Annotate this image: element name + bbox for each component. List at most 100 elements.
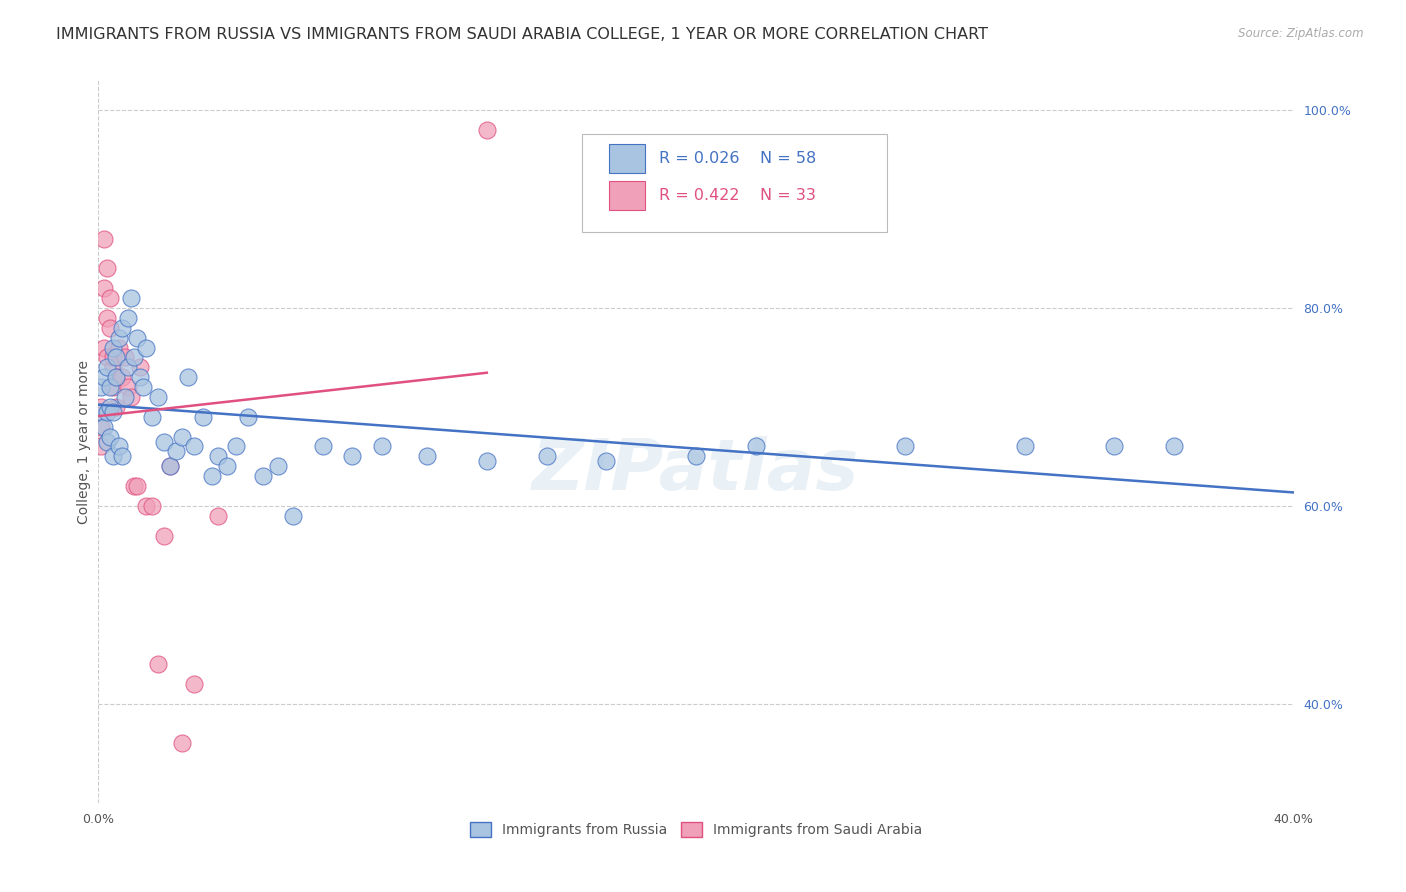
Immigrants from Russia — [103, 450, 125, 464]
Immigrants from Saudi Arabia — [90, 400, 112, 414]
Immigrants from Saudi Arabia — [96, 310, 118, 325]
Immigrants from Russia — [111, 450, 134, 464]
Immigrants from Russia — [1014, 440, 1036, 454]
Immigrants from Russia — [120, 291, 142, 305]
Immigrants from Russia — [103, 341, 125, 355]
Immigrants from Russia — [105, 370, 128, 384]
Immigrants from Russia — [159, 459, 181, 474]
Immigrants from Saudi Arabia — [172, 736, 194, 750]
Text: IMMIGRANTS FROM RUSSIA VS IMMIGRANTS FROM SAUDI ARABIA COLLEGE, 1 YEAR OR MORE C: IMMIGRANTS FROM RUSSIA VS IMMIGRANTS FRO… — [56, 27, 988, 42]
Text: ZIPatlas: ZIPatlas — [533, 436, 859, 505]
Immigrants from Russia — [135, 341, 157, 355]
Immigrants from Russia — [105, 351, 128, 365]
Immigrants from Russia — [165, 444, 187, 458]
Immigrants from Saudi Arabia — [103, 360, 125, 375]
Immigrants from Russia — [177, 370, 200, 384]
Immigrants from Russia — [416, 450, 439, 464]
Immigrants from Saudi Arabia — [98, 291, 122, 305]
Immigrants from Russia — [90, 380, 112, 394]
Immigrants from Saudi Arabia — [135, 499, 157, 513]
Immigrants from Russia — [311, 440, 333, 454]
Immigrants from Saudi Arabia — [475, 122, 498, 136]
Immigrants from Russia — [894, 440, 917, 454]
Immigrants from Saudi Arabia — [207, 508, 229, 523]
Immigrants from Russia — [103, 405, 125, 419]
Immigrants from Russia — [132, 380, 155, 394]
Immigrants from Saudi Arabia — [127, 479, 149, 493]
Immigrants from Russia — [342, 450, 364, 464]
Immigrants from Russia — [108, 330, 131, 344]
Immigrants from Saudi Arabia — [103, 351, 125, 365]
Immigrants from Saudi Arabia — [124, 479, 146, 493]
Immigrants from Saudi Arabia — [111, 370, 134, 384]
Immigrants from Saudi Arabia — [96, 261, 118, 276]
Immigrants from Saudi Arabia — [141, 499, 163, 513]
Immigrants from Russia — [124, 351, 146, 365]
Immigrants from Russia — [96, 405, 118, 419]
Immigrants from Saudi Arabia — [103, 380, 125, 394]
Immigrants from Russia — [536, 450, 558, 464]
Immigrants from Saudi Arabia — [90, 419, 112, 434]
Bar — [609, 181, 644, 210]
Immigrants from Russia — [475, 454, 498, 468]
Immigrants from Saudi Arabia — [105, 370, 128, 384]
Immigrants from Russia — [111, 320, 134, 334]
Immigrants from Russia — [1163, 440, 1185, 454]
Immigrants from Saudi Arabia — [96, 351, 118, 365]
Immigrants from Saudi Arabia — [105, 400, 128, 414]
Immigrants from Russia — [207, 450, 229, 464]
Y-axis label: College, 1 year or more: College, 1 year or more — [77, 359, 91, 524]
Text: Source: ZipAtlas.com: Source: ZipAtlas.com — [1239, 27, 1364, 40]
Immigrants from Russia — [117, 310, 139, 325]
Immigrants from Russia — [98, 380, 122, 394]
Immigrants from Russia — [90, 405, 112, 419]
Immigrants from Saudi Arabia — [117, 380, 139, 394]
Immigrants from Russia — [183, 440, 205, 454]
Immigrants from Russia — [96, 360, 118, 375]
Immigrants from Russia — [745, 440, 768, 454]
Immigrants from Russia — [93, 370, 115, 384]
Immigrants from Russia — [215, 459, 238, 474]
Immigrants from Russia — [129, 370, 152, 384]
Immigrants from Russia — [236, 409, 259, 424]
Immigrants from Russia — [148, 390, 170, 404]
Bar — [609, 145, 644, 173]
Immigrants from Russia — [201, 469, 224, 483]
Immigrants from Russia — [141, 409, 163, 424]
Immigrants from Russia — [685, 450, 707, 464]
FancyBboxPatch shape — [582, 135, 887, 232]
Immigrants from Saudi Arabia — [108, 341, 131, 355]
Immigrants from Russia — [96, 434, 118, 449]
Immigrants from Russia — [153, 434, 176, 449]
Immigrants from Saudi Arabia — [120, 390, 142, 404]
Immigrants from Russia — [108, 440, 131, 454]
Immigrants from Saudi Arabia — [129, 360, 152, 375]
Immigrants from Russia — [98, 429, 122, 443]
Immigrants from Saudi Arabia — [159, 459, 181, 474]
Text: R = 0.422    N = 33: R = 0.422 N = 33 — [659, 188, 815, 202]
Immigrants from Saudi Arabia — [93, 281, 115, 295]
Immigrants from Russia — [93, 419, 115, 434]
Immigrants from Russia — [371, 440, 394, 454]
Immigrants from Russia — [252, 469, 274, 483]
Immigrants from Saudi Arabia — [93, 341, 115, 355]
Immigrants from Russia — [98, 400, 122, 414]
Immigrants from Russia — [225, 440, 247, 454]
Immigrants from Russia — [1104, 440, 1126, 454]
Immigrants from Russia — [172, 429, 194, 443]
Immigrants from Russia — [281, 508, 304, 523]
Text: R = 0.026    N = 58: R = 0.026 N = 58 — [659, 152, 815, 166]
Immigrants from Saudi Arabia — [98, 320, 122, 334]
Immigrants from Saudi Arabia — [114, 351, 136, 365]
Immigrants from Saudi Arabia — [90, 440, 112, 454]
Immigrants from Saudi Arabia — [148, 657, 170, 672]
Immigrants from Russia — [595, 454, 617, 468]
Immigrants from Saudi Arabia — [153, 528, 176, 542]
Immigrants from Russia — [114, 390, 136, 404]
Immigrants from Russia — [267, 459, 290, 474]
Legend: Immigrants from Russia, Immigrants from Saudi Arabia: Immigrants from Russia, Immigrants from … — [464, 817, 928, 843]
Immigrants from Saudi Arabia — [183, 677, 205, 691]
Immigrants from Saudi Arabia — [93, 232, 115, 246]
Immigrants from Russia — [117, 360, 139, 375]
Immigrants from Russia — [127, 330, 149, 344]
